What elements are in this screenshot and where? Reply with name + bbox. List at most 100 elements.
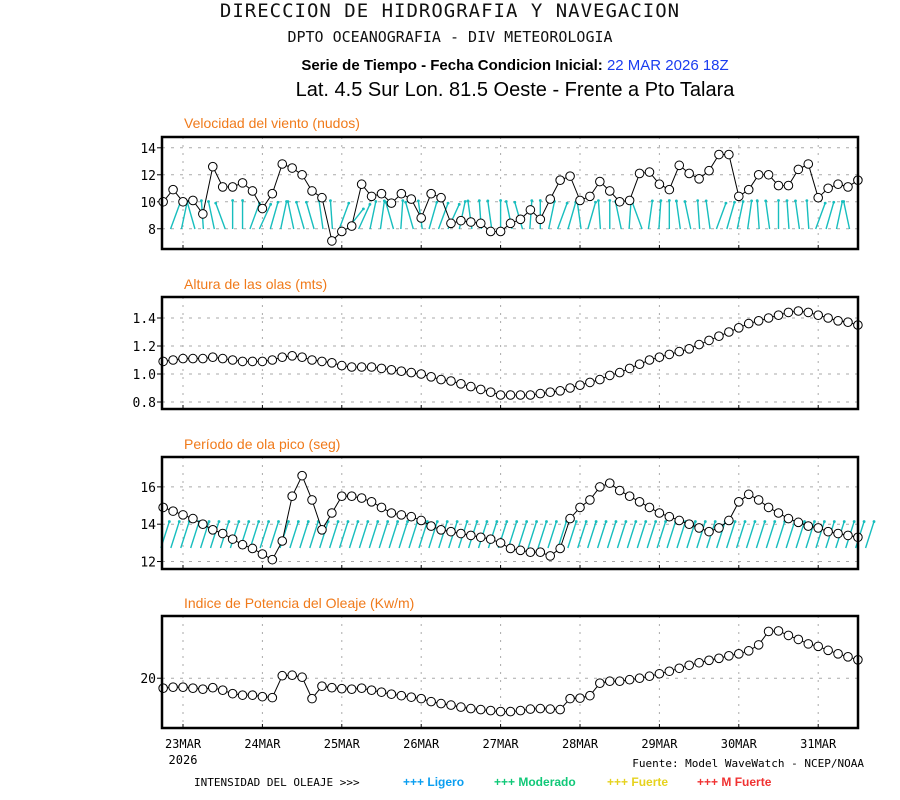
data-point (624, 674, 635, 685)
data-point (376, 687, 387, 697)
y-tick-label: 1.0 (133, 368, 156, 383)
data-point (227, 688, 238, 699)
data-point (337, 683, 347, 694)
data-point (307, 355, 317, 365)
data-point (793, 306, 804, 316)
direction-arrow (745, 521, 756, 549)
arrow-head (384, 200, 388, 204)
data-point (426, 188, 436, 199)
data-point (257, 691, 268, 702)
arrow-head (207, 520, 211, 523)
direction-arrow (567, 521, 577, 549)
direction-arrow (537, 521, 548, 549)
data-point (446, 700, 456, 710)
data-point (188, 353, 198, 364)
arrow-head (286, 200, 290, 203)
data-point (237, 178, 248, 188)
direction-arrow (437, 202, 449, 230)
direction-arrow (215, 202, 226, 230)
arrow-head (750, 199, 753, 203)
data-point (724, 515, 734, 526)
data-point (505, 390, 516, 400)
data-point (485, 226, 496, 237)
direction-arrow (725, 521, 736, 549)
direction-arrow (305, 202, 315, 230)
data-point (644, 167, 655, 177)
data-point (515, 390, 526, 400)
arrow-head (659, 199, 663, 203)
data-point (366, 362, 377, 372)
arrow-head (499, 199, 502, 202)
arrow-head (822, 520, 826, 523)
data-point (346, 491, 357, 502)
data-point (207, 352, 218, 363)
arrow-head (555, 520, 558, 523)
direction-arrow (378, 521, 389, 549)
direction-arrow (379, 200, 386, 230)
arrow-head (401, 199, 405, 203)
data-point (734, 191, 744, 202)
data-point (257, 203, 268, 214)
direction-arrow (765, 521, 776, 549)
arrow-head (515, 520, 519, 523)
arrow-head (287, 520, 290, 523)
y-tick-label: 10 (140, 196, 156, 211)
direction-arrow (418, 521, 429, 549)
data-point (704, 526, 714, 537)
direction-arrow (385, 202, 395, 230)
data-point (396, 510, 407, 520)
direction-arrow (368, 521, 379, 549)
data-point (823, 313, 833, 323)
arrow-head (545, 520, 548, 523)
data-point (287, 491, 297, 502)
arrow-head (696, 199, 700, 203)
data-point (704, 335, 714, 346)
data-point (346, 362, 357, 372)
direction-arrow (338, 521, 349, 549)
y-tick-label: 0.8 (133, 396, 156, 411)
arrow-head (247, 520, 251, 523)
data-point (595, 176, 605, 187)
arrow-head (231, 199, 235, 202)
arrow-head (257, 520, 261, 523)
data-point (406, 194, 417, 204)
data-point (525, 205, 536, 215)
data-point (565, 383, 575, 393)
arrow-head (852, 520, 856, 523)
data-point (297, 672, 307, 683)
data-point (614, 485, 625, 496)
data-point (664, 184, 675, 195)
data-point (813, 310, 824, 321)
data-point (466, 703, 476, 714)
direction-arrow (169, 202, 181, 230)
direction-arrow (358, 204, 371, 230)
arrow-head (763, 520, 767, 523)
data-point (227, 355, 238, 365)
arrow-head (584, 520, 588, 523)
direction-arrow (328, 521, 339, 549)
arrow-head (604, 520, 608, 523)
data-point (763, 502, 774, 513)
arrow-head (538, 199, 542, 202)
arrow-head (664, 520, 667, 523)
data-point (356, 683, 367, 693)
plot-frame (160, 614, 860, 730)
data-point (287, 163, 297, 173)
direction-arrow (815, 202, 826, 230)
panel-title: Velocidad del viento (nudos) (184, 115, 360, 131)
data-point (684, 344, 694, 354)
data-point (585, 377, 595, 388)
direction-arrow (825, 202, 835, 230)
data-point (743, 646, 754, 656)
direction-arrow (557, 521, 567, 549)
series-label: Serie de Tiempo - Fecha Condicion Inicia… (301, 57, 603, 74)
data-point (545, 551, 556, 561)
data-point (604, 478, 615, 488)
direction-arrow (755, 521, 766, 549)
data-point (267, 355, 278, 365)
data-point (644, 355, 655, 365)
data-point (456, 702, 466, 712)
direction-arrow (287, 201, 295, 230)
data-point (505, 218, 516, 229)
direction-arrow (318, 200, 324, 230)
